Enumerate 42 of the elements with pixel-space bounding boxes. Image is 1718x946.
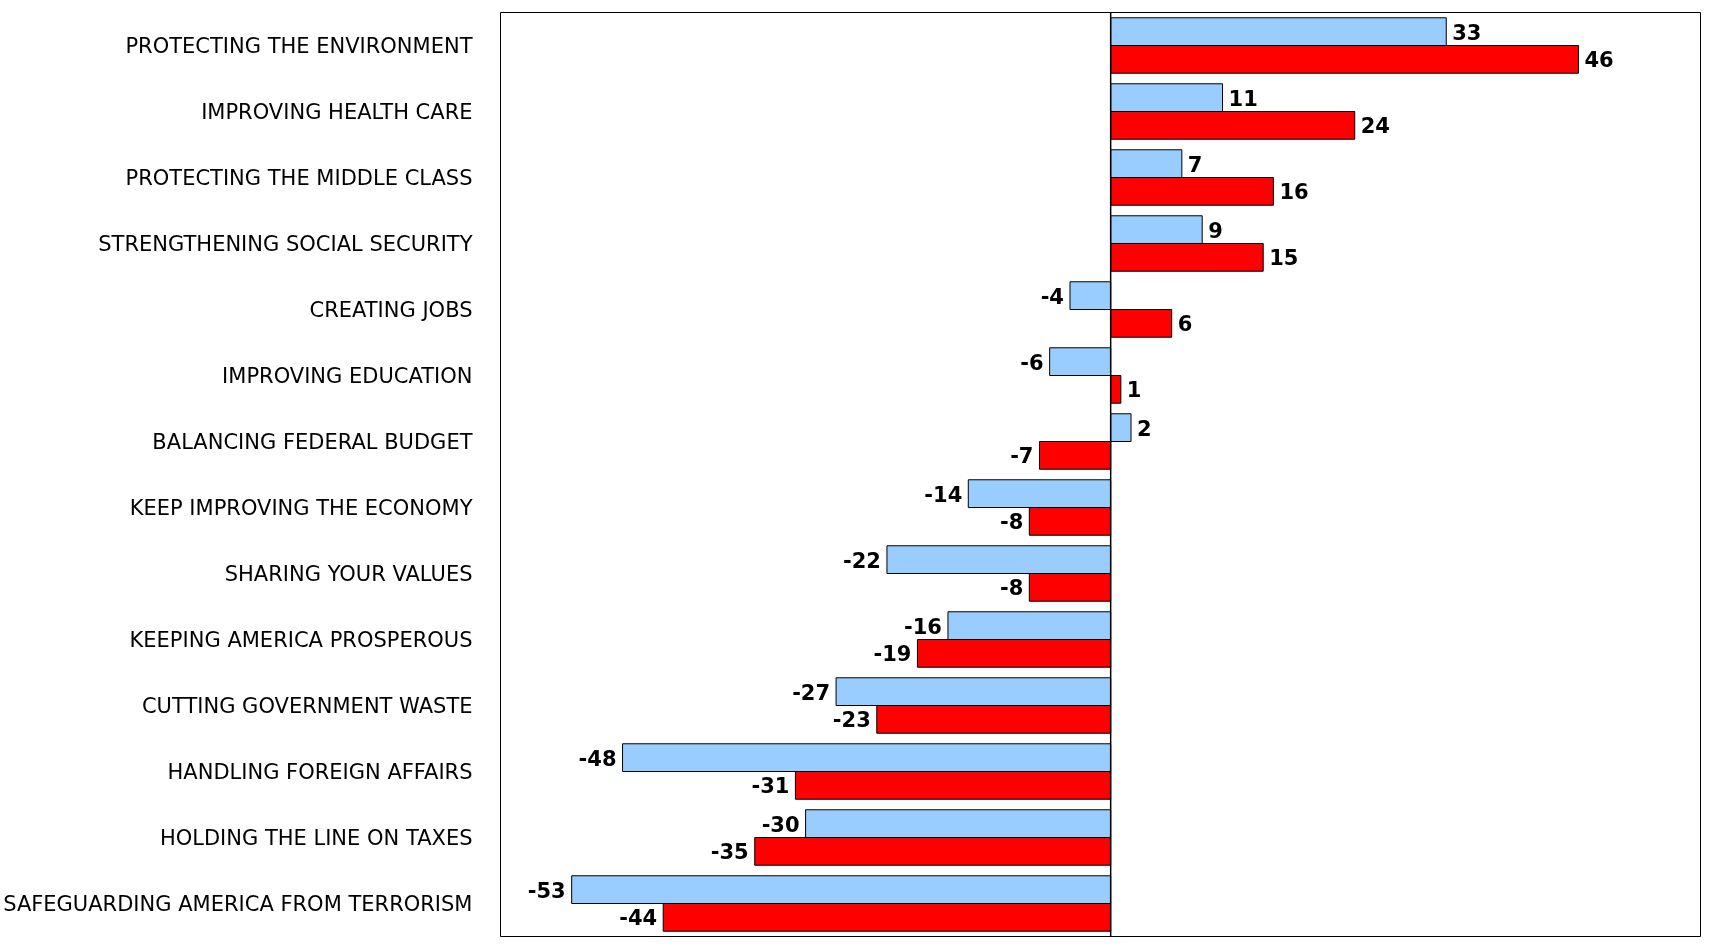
data-label: -48 <box>578 746 617 771</box>
data-label: 7 <box>1187 152 1203 177</box>
y-tick-label: KEEP IMPROVING THE ECONOMY <box>129 495 473 520</box>
y-tick-label: SAFEGUARDING AMERICA FROM TERRORISM <box>3 891 473 916</box>
data-label: 33 <box>1452 20 1482 45</box>
data-label: -14 <box>924 482 963 507</box>
data-label: 15 <box>1269 246 1299 271</box>
data-label: -53 <box>527 878 566 903</box>
y-tick-label: HOLDING THE LINE ON TAXES <box>159 825 473 850</box>
data-label: -8 <box>999 510 1024 535</box>
y-tick-label: STRENGTHENING SOCIAL SECURITY <box>98 231 473 256</box>
data-label: -19 <box>873 642 912 667</box>
y-tick-label: CUTTING GOVERNMENT WASTE <box>141 693 473 718</box>
data-label: -30 <box>761 812 800 837</box>
data-label: -16 <box>904 614 942 639</box>
data-label: 2 <box>1137 416 1152 441</box>
data-label: 11 <box>1228 86 1258 111</box>
data-label: -4 <box>1040 284 1064 309</box>
y-tick-label: CREATING JOBS <box>309 297 473 322</box>
data-label: 1 <box>1126 378 1142 403</box>
data-label: 24 <box>1360 114 1390 139</box>
data-label: 6 <box>1177 312 1193 337</box>
data-label: -35 <box>710 840 749 865</box>
data-label: -44 <box>619 906 658 931</box>
data-label: 16 <box>1279 180 1309 205</box>
data-label: 9 <box>1208 218 1223 243</box>
data-label: -31 <box>751 774 790 799</box>
y-tick-label: KEEPING AMERICA PROSPEROUS <box>129 627 473 652</box>
data-label: -27 <box>792 680 831 705</box>
data-label: -23 <box>832 708 871 733</box>
data-label: -22 <box>843 548 881 573</box>
y-tick-label: PROTECTING THE MIDDLE CLASS <box>125 165 473 190</box>
y-tick-label: SHARING YOUR VALUES <box>224 561 473 586</box>
y-tick-label: PROTECTING THE ENVIRONMENT <box>125 33 473 58</box>
y-tick-label: IMPROVING HEALTH CARE <box>201 99 473 124</box>
y-tick-label: BALANCING FEDERAL BUDGET <box>152 429 473 454</box>
data-label: -8 <box>999 576 1024 601</box>
y-tick-label: HANDLING FOREIGN AFFAIRS <box>167 759 473 784</box>
data-label: -6 <box>1020 350 1044 375</box>
data-label: -7 <box>1010 444 1034 469</box>
data-label: 46 <box>1584 48 1614 73</box>
y-tick-label: IMPROVING EDUCATION <box>222 363 473 388</box>
